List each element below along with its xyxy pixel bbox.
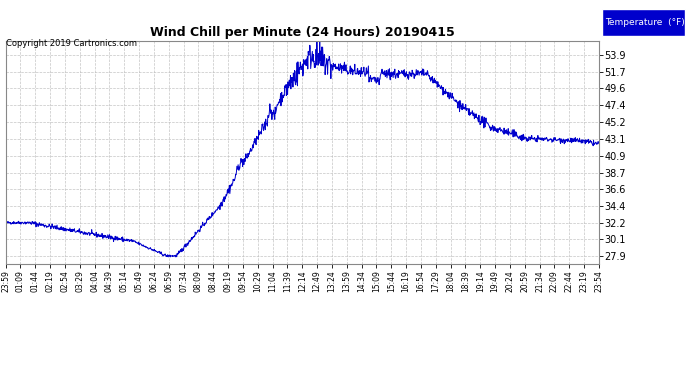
Text: Copyright 2019 Cartronics.com: Copyright 2019 Cartronics.com	[6, 39, 137, 48]
Title: Wind Chill per Minute (24 Hours) 20190415: Wind Chill per Minute (24 Hours) 2019041…	[150, 26, 455, 39]
Text: Temperature  (°F): Temperature (°F)	[605, 18, 685, 27]
